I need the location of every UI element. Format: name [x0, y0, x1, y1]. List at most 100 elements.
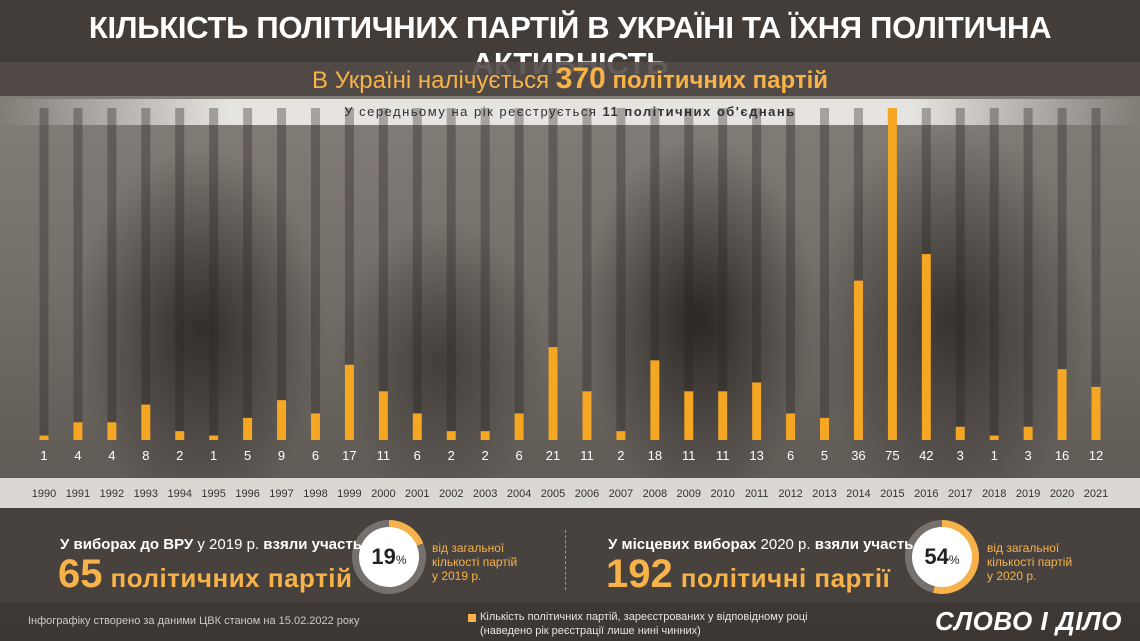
- year-label-1995: 1995: [201, 488, 225, 500]
- subtitle-suffix: політичних партій: [605, 67, 829, 94]
- logo: СЛОВО І ДІЛО: [935, 606, 1122, 636]
- legend-text: Кількість політичних партій, зареєстрова…: [480, 610, 808, 638]
- bar-track-1995: [209, 108, 219, 440]
- local-word: політичні партії: [680, 563, 891, 593]
- bar-2016: [921, 254, 931, 440]
- bar-2005: [548, 347, 558, 440]
- value-label-2007: 2: [617, 448, 624, 463]
- bar-track-2011: [752, 108, 762, 440]
- bar-track-2002: [446, 108, 456, 440]
- vru-percent-sign: %: [395, 553, 407, 567]
- year-label-2006: 2006: [575, 488, 599, 500]
- vru-bold1: У виборах до ВРУ: [60, 536, 194, 553]
- bar-track-2020: [1057, 108, 1067, 440]
- value-label-2016: 42: [919, 448, 933, 463]
- year-label-2009: 2009: [677, 488, 701, 500]
- source-note: Інфографіку створено за даними ЦВК стано…: [28, 615, 360, 627]
- year-label-2003: 2003: [473, 488, 497, 500]
- bar-1994: [175, 431, 185, 440]
- vru-stat-line: У виборах до ВРУ у 2019 р. взяли участь: [60, 536, 362, 553]
- local-stat-line: У місцевих виборах 2020 р. взяли участь: [608, 536, 913, 553]
- year-label-2013: 2013: [812, 488, 836, 500]
- value-label-2008: 18: [648, 448, 662, 463]
- year-label-1993: 1993: [134, 488, 158, 500]
- value-label-2005: 21: [546, 448, 560, 463]
- bar-2000: [378, 391, 388, 440]
- bar-track-2004: [514, 108, 524, 440]
- bar-track-1992: [107, 108, 117, 440]
- header-band: [0, 0, 1140, 62]
- value-label-2018: 1: [991, 448, 998, 463]
- vru-percent-ring: 19%: [352, 520, 426, 594]
- year-label-1990: 1990: [32, 488, 56, 500]
- local-bold2: взяли участь: [814, 536, 914, 553]
- bar-2009: [684, 391, 694, 440]
- value-label-1996: 5: [244, 448, 251, 463]
- bar-1999: [344, 364, 354, 440]
- value-label-2006: 11: [580, 448, 594, 463]
- value-label-2010: 11: [716, 448, 730, 463]
- year-label-1996: 1996: [235, 488, 259, 500]
- bar-track-2009: [684, 108, 694, 440]
- bar-2003: [480, 431, 490, 440]
- value-label-2001: 6: [414, 448, 421, 463]
- value-label-2009: 11: [682, 448, 696, 463]
- value-label-1998: 6: [312, 448, 319, 463]
- bar-2007: [616, 431, 626, 440]
- bar-2001: [412, 413, 422, 440]
- bar-track-1993: [141, 108, 151, 440]
- bar-track-1990: [39, 108, 49, 440]
- year-label-1994: 1994: [167, 488, 191, 500]
- bar-track-1991: [73, 108, 83, 440]
- bar-track-2017: [955, 108, 965, 440]
- value-label-1995: 1: [210, 448, 217, 463]
- subtitle-band: [0, 62, 1140, 96]
- vru-word: політичних партій: [110, 563, 353, 593]
- value-label-1991: 4: [74, 448, 81, 463]
- local-percent-value: 54%: [912, 527, 972, 587]
- local-bold1: У місцевих виборах: [608, 536, 757, 553]
- year-label-2016: 2016: [914, 488, 938, 500]
- bar-track-2021: [1091, 108, 1101, 440]
- value-label-2019: 3: [1025, 448, 1032, 463]
- year-label-2012: 2012: [778, 488, 802, 500]
- year-label-2011: 2011: [745, 488, 769, 500]
- bar-1991: [73, 422, 83, 440]
- year-label-2010: 2010: [710, 488, 734, 500]
- local-percent-number: 54: [924, 544, 949, 569]
- bar-track-1994: [175, 108, 185, 440]
- average-text: У середньому на рік реєструється 11 полі…: [0, 99, 1140, 125]
- value-label-1992: 4: [108, 448, 115, 463]
- bar-track-2013: [820, 108, 830, 440]
- year-label-2021: 2021: [1084, 488, 1108, 500]
- year-label-2018: 2018: [982, 488, 1006, 500]
- vru-percent-number: 19: [371, 544, 396, 569]
- bar-2017: [955, 426, 965, 440]
- year-label-1998: 1998: [303, 488, 327, 500]
- value-label-2017: 3: [957, 448, 964, 463]
- value-label-2000: 11: [377, 448, 391, 463]
- year-label-2014: 2014: [846, 488, 870, 500]
- bar-2011: [752, 382, 762, 440]
- legend-swatch: [468, 614, 476, 622]
- subtitle-count: 370: [555, 62, 606, 95]
- bar-track-2005: [548, 108, 558, 440]
- bar-1992: [107, 422, 117, 440]
- average-bold: 11 політичних об'єднань: [602, 104, 796, 119]
- legend-line-2: (наведено рік реєстрації лише нині чинни…: [480, 625, 701, 637]
- value-label-2011: 13: [749, 448, 763, 463]
- vru-percent-note: від загальної кількості партій у 2019 р.: [432, 541, 517, 583]
- value-label-2003: 2: [482, 448, 489, 463]
- bar-1997: [277, 400, 287, 440]
- year-label-2001: 2001: [405, 488, 429, 500]
- vru-bold2: взяли участь: [263, 536, 362, 553]
- bar-2018: [989, 435, 999, 440]
- bar-1998: [310, 413, 320, 440]
- bar-track-2008: [650, 108, 660, 440]
- value-label-2014: 36: [851, 448, 865, 463]
- bar-track-2010: [718, 108, 728, 440]
- stats-divider: [565, 530, 566, 590]
- value-label-2021: 12: [1089, 448, 1103, 463]
- bar-2010: [718, 391, 728, 440]
- year-label-2008: 2008: [643, 488, 667, 500]
